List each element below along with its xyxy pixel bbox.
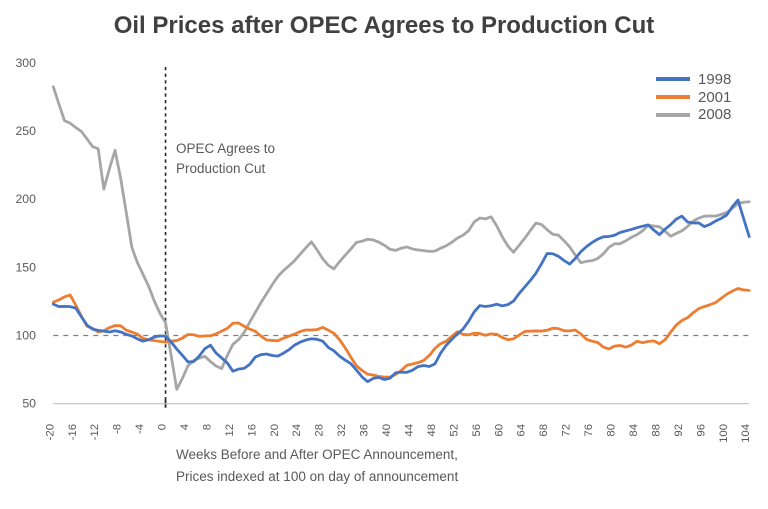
svg-text:20: 20 (269, 424, 281, 437)
svg-text:100: 100 (718, 424, 730, 443)
svg-text:52: 52 (448, 424, 460, 437)
svg-text:68: 68 (538, 424, 550, 437)
svg-text:200: 200 (15, 192, 36, 206)
svg-text:40: 40 (381, 424, 393, 437)
svg-text:84: 84 (628, 424, 640, 437)
svg-text:64: 64 (516, 424, 528, 437)
svg-text:80: 80 (606, 424, 618, 437)
svg-text:104: 104 (740, 424, 752, 443)
svg-text:8: 8 (201, 424, 213, 430)
svg-text:28: 28 (314, 424, 326, 437)
svg-text:48: 48 (426, 424, 438, 437)
svg-text:-8: -8 (112, 424, 124, 434)
svg-text:0: 0 (157, 424, 169, 430)
svg-text:4: 4 (179, 424, 191, 430)
svg-text:-16: -16 (67, 424, 79, 440)
svg-text:-12: -12 (89, 424, 101, 440)
svg-text:250: 250 (15, 124, 36, 138)
svg-text:150: 150 (15, 260, 36, 274)
svg-text:72: 72 (561, 424, 573, 437)
svg-text:24: 24 (291, 424, 303, 437)
svg-text:300: 300 (15, 56, 36, 70)
svg-text:-20: -20 (44, 424, 56, 440)
svg-text:60: 60 (493, 424, 505, 437)
svg-text:36: 36 (359, 424, 371, 437)
svg-text:12: 12 (224, 424, 236, 437)
svg-text:100: 100 (15, 329, 36, 343)
svg-text:92: 92 (673, 424, 685, 437)
svg-text:76: 76 (583, 424, 595, 437)
svg-text:96: 96 (695, 424, 707, 437)
svg-text:50: 50 (22, 397, 36, 411)
svg-text:88: 88 (650, 424, 662, 437)
svg-text:-4: -4 (134, 424, 146, 434)
svg-text:44: 44 (403, 424, 415, 437)
svg-text:32: 32 (336, 424, 348, 437)
svg-text:16: 16 (246, 424, 258, 437)
svg-text:56: 56 (471, 424, 483, 437)
